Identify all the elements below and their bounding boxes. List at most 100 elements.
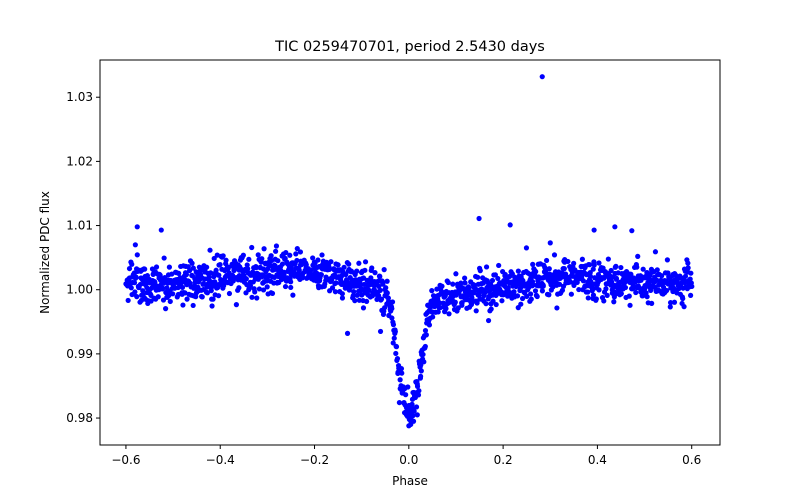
data-point-outlier	[377, 328, 384, 335]
data-point	[283, 249, 289, 256]
data-point	[221, 283, 227, 289]
data-point	[339, 291, 345, 297]
data-point	[354, 292, 360, 298]
data-point	[453, 271, 459, 277]
data-point	[524, 293, 530, 299]
data-point	[190, 265, 196, 271]
data-point	[561, 266, 567, 272]
data-point	[134, 294, 140, 300]
data-point	[315, 257, 321, 263]
data-point	[249, 244, 255, 251]
data-point	[571, 260, 577, 266]
data-point	[618, 291, 624, 297]
data-point	[377, 287, 383, 294]
data-point	[288, 279, 294, 285]
data-point	[382, 305, 388, 311]
data-point	[245, 266, 251, 272]
data-point	[129, 261, 135, 267]
data-point	[273, 243, 280, 249]
data-point	[339, 295, 346, 301]
data-point	[411, 408, 417, 414]
data-point	[269, 290, 276, 296]
data-point	[430, 314, 436, 320]
data-point	[626, 293, 632, 299]
data-point	[384, 278, 390, 284]
data-point	[282, 283, 289, 290]
data-point	[259, 256, 265, 262]
data-point	[587, 273, 593, 279]
data-point	[518, 301, 524, 307]
data-point	[204, 264, 210, 270]
data-point-outlier	[547, 240, 553, 246]
data-point	[422, 343, 428, 350]
data-point	[405, 384, 411, 390]
data-point	[496, 262, 502, 269]
data-point-outlier	[132, 242, 138, 248]
data-point	[249, 294, 255, 300]
data-point	[502, 271, 508, 278]
data-point	[455, 305, 461, 311]
data-point	[475, 274, 481, 280]
data-point	[153, 264, 160, 270]
data-point	[361, 281, 367, 288]
data-point	[207, 247, 213, 253]
data-point	[540, 283, 546, 289]
y-axis-label: Normalized PDC flux	[38, 191, 52, 314]
data-point	[671, 299, 678, 305]
data-point	[605, 256, 611, 262]
data-point	[310, 255, 316, 261]
data-point	[362, 259, 369, 265]
data-point	[167, 298, 173, 305]
data-point	[132, 289, 138, 295]
data-point	[255, 252, 261, 258]
data-point	[268, 253, 274, 259]
data-point	[466, 285, 472, 291]
data-point	[613, 263, 619, 269]
data-point	[380, 281, 386, 287]
data-point	[180, 302, 186, 308]
data-point-outlier	[399, 370, 405, 376]
data-point	[576, 286, 582, 293]
data-point	[296, 267, 302, 273]
x-tick-label: −0.4	[206, 453, 235, 467]
data-point	[490, 298, 496, 304]
data-point-outlier	[476, 215, 482, 222]
data-point	[565, 258, 571, 265]
data-point-outlier	[418, 373, 424, 379]
data-point	[389, 315, 395, 321]
data-point	[635, 253, 641, 259]
data-point	[303, 262, 309, 268]
data-point	[585, 295, 591, 301]
data-point	[415, 392, 422, 398]
data-point	[604, 292, 610, 298]
data-point	[223, 257, 229, 263]
data-point	[458, 280, 464, 286]
y-tick-label: 1.00	[66, 283, 93, 297]
data-point	[528, 296, 534, 302]
data-point	[383, 285, 389, 291]
data-point	[213, 267, 219, 273]
data-point	[243, 276, 249, 282]
data-point	[378, 296, 385, 302]
data-point	[396, 399, 403, 406]
data-point	[179, 284, 186, 291]
data-point	[681, 304, 687, 310]
data-point	[287, 252, 293, 258]
x-tick-label: 0.0	[399, 453, 418, 467]
data-point	[343, 272, 349, 278]
data-point	[640, 266, 646, 272]
data-point	[261, 246, 267, 252]
data-point	[499, 298, 505, 304]
data-point	[546, 266, 552, 272]
x-axis-label: Phase	[392, 474, 428, 488]
data-point	[393, 344, 400, 350]
data-point	[515, 268, 521, 274]
data-point	[254, 295, 260, 301]
data-point	[659, 273, 665, 279]
data-point	[459, 300, 465, 306]
data-point	[294, 246, 300, 252]
data-point	[209, 303, 215, 309]
data-point	[462, 280, 468, 286]
data-point	[603, 286, 609, 292]
